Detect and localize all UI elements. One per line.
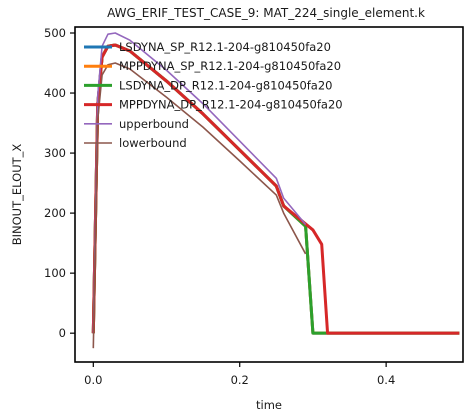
plot-area bbox=[91, 32, 460, 349]
series-line-6 bbox=[92, 62, 307, 349]
y-tick-label: 200 bbox=[44, 206, 66, 220]
y-axis-ticks: 0 100 200 300 400 500 bbox=[44, 26, 75, 340]
x-tick-label: 0.0 bbox=[84, 373, 102, 387]
x-tick-label: 0.4 bbox=[377, 373, 395, 387]
legend: LSDYNA_SP_R12.1-204-g810450fa20 MPPDYNA_S… bbox=[84, 40, 343, 150]
y-tick-label: 400 bbox=[44, 86, 66, 100]
series-line-4 bbox=[91, 43, 460, 335]
legend-label: upperbound bbox=[119, 117, 189, 131]
y-tick-label: 100 bbox=[44, 266, 66, 280]
legend-label: LSDYNA_SP_R12.1-204-g810450fa20 bbox=[119, 40, 331, 54]
legend-label: lowerbound bbox=[119, 136, 187, 150]
y-tick-label: 0 bbox=[59, 326, 66, 340]
x-tick-label: 0.2 bbox=[231, 373, 249, 387]
legend-label: MPPDYNA_SP_R12.1-204-g810450fa20 bbox=[119, 59, 341, 73]
legend-label: LSDYNA_DP_R12.1-204-g810450fa20 bbox=[119, 78, 333, 92]
y-axis-label: BINOUT_ELOUT_X bbox=[10, 144, 24, 246]
x-axis-ticks: 0.0 0.2 0.4 bbox=[84, 362, 395, 387]
legend-label: MPPDYNA_DP_R12.1-204-g810450fa20 bbox=[119, 98, 343, 112]
axes-frame bbox=[74, 26, 464, 363]
x-axis-label: time bbox=[256, 398, 282, 412]
y-tick-label: 500 bbox=[44, 26, 66, 40]
y-tick-label: 300 bbox=[44, 146, 66, 160]
series-line-5 bbox=[92, 32, 307, 334]
chart-title: AWG_ERIF_TEST_CASE_9: MAT_224_single_ele… bbox=[107, 6, 425, 20]
